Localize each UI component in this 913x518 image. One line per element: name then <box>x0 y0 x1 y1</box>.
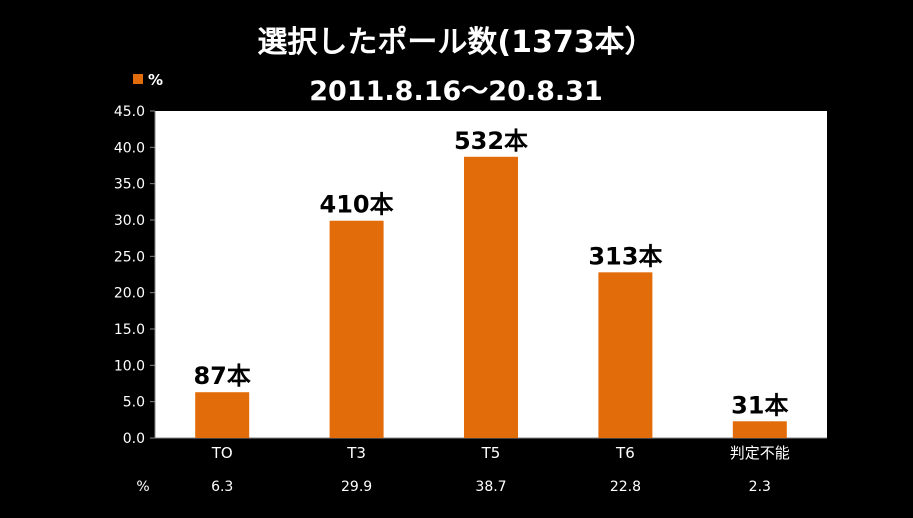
legend-swatch <box>133 74 143 84</box>
x-category-label: TO <box>211 444 233 462</box>
chart-subtitle: 2011.8.16～20.8.31 <box>309 76 602 107</box>
table-value: 2.3 <box>749 479 771 495</box>
y-tick-label: 20.0 <box>114 286 145 302</box>
bar-data-label: 410本 <box>320 191 394 219</box>
legend-label: % <box>148 71 163 89</box>
y-tick-label: 5.0 <box>123 395 145 411</box>
table-value: 22.8 <box>610 479 641 495</box>
table-row-label: % <box>136 479 149 495</box>
y-tick-label: 10.0 <box>114 358 145 374</box>
bar <box>464 156 518 438</box>
x-category-label: 判定不能 <box>730 444 790 462</box>
y-tick-label: 40.0 <box>114 140 145 156</box>
bar-data-label: 313本 <box>588 242 662 270</box>
y-tick-label: 0.0 <box>123 431 145 447</box>
bar <box>598 272 653 438</box>
y-tick-label: 45.0 <box>114 104 145 120</box>
bar-data-label: 532本 <box>454 127 528 155</box>
bars <box>195 156 787 438</box>
bar-data-label: 87本 <box>193 362 250 390</box>
y-tick-label: 25.0 <box>114 249 145 265</box>
bar <box>195 392 250 438</box>
y-tick-label: 15.0 <box>114 322 145 338</box>
percent-table-row: % 6.3 29.9 38.7 22.8 2.3 <box>136 479 771 495</box>
table-value: 6.3 <box>211 479 233 495</box>
x-category-label: T6 <box>615 444 635 462</box>
legend: % <box>133 71 163 89</box>
y-tick-label: 35.0 <box>114 177 145 193</box>
table-value: 38.7 <box>475 479 506 495</box>
table-value: 29.9 <box>341 479 372 495</box>
x-category-label: T5 <box>481 444 501 462</box>
bar <box>732 421 787 438</box>
chart-title: 選択したポール数(1373本） <box>257 25 654 60</box>
y-tick-label: 30.0 <box>114 213 145 229</box>
x-axis-categories: TO T3 T5 T6 判定不能 <box>211 444 790 462</box>
bar-data-label: 31本 <box>731 391 788 419</box>
data-labels: 87本 410本 532本 313本 31本 <box>193 127 788 420</box>
bar <box>329 220 384 438</box>
x-category-label: T3 <box>346 444 366 462</box>
y-axis-ticks: 0.0 5.0 10.0 15.0 20.0 25.0 30.0 35.0 40.0 45.0 <box>114 104 155 447</box>
